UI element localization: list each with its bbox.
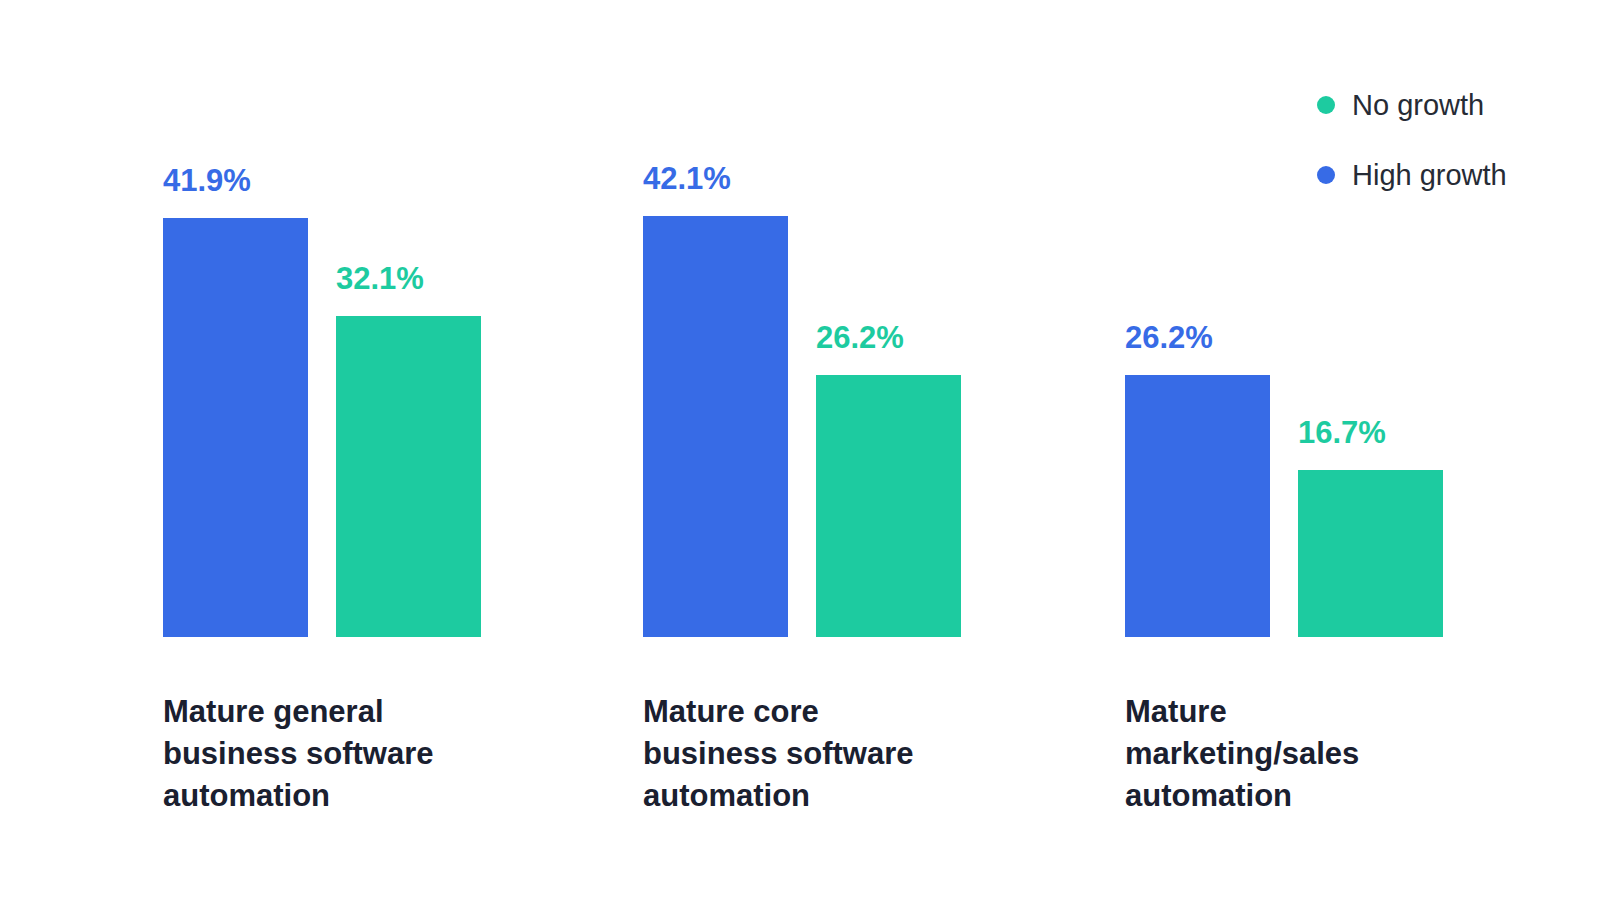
bar-group-mature-marketing-sales: 26.2% 16.7% Mature marketing/sales autom… — [1125, 0, 1465, 817]
category-line: business software — [643, 733, 983, 775]
category-line: marketing/sales — [1125, 733, 1465, 775]
bar-no-growth — [816, 375, 961, 637]
bar-no-growth — [1298, 470, 1443, 637]
category-label: Mature marketing/sales automation — [1125, 691, 1465, 817]
bar-high-growth — [1125, 375, 1270, 637]
bar-column-high-growth: 42.1% — [643, 163, 788, 637]
value-label-no-growth: 32.1% — [336, 263, 424, 294]
category-label: Mature core business software automation — [643, 691, 983, 817]
bar-pair: 26.2% 16.7% — [1125, 0, 1465, 637]
category-line: Mature core — [643, 691, 983, 733]
bar-no-growth — [336, 316, 481, 637]
value-label-high-growth: 42.1% — [643, 163, 731, 194]
category-line: Mature general — [163, 691, 503, 733]
value-label-no-growth: 16.7% — [1298, 417, 1386, 448]
bar-column-no-growth: 26.2% — [816, 322, 961, 637]
category-label: Mature general business software automat… — [163, 691, 503, 817]
bar-group-mature-general: 41.9% 32.1% Mature general business soft… — [163, 0, 503, 817]
category-line: automation — [163, 775, 503, 817]
bar-column-no-growth: 32.1% — [336, 263, 481, 637]
bar-group-mature-core: 42.1% 26.2% Mature core business softwar… — [643, 0, 983, 817]
value-label-no-growth: 26.2% — [816, 322, 904, 353]
category-line: business software — [163, 733, 503, 775]
bar-pair: 41.9% 32.1% — [163, 0, 503, 637]
bar-column-no-growth: 16.7% — [1298, 417, 1443, 637]
category-line: automation — [643, 775, 983, 817]
bar-column-high-growth: 41.9% — [163, 165, 308, 637]
value-label-high-growth: 26.2% — [1125, 322, 1213, 353]
category-line: Mature — [1125, 691, 1465, 733]
bar-pair: 42.1% 26.2% — [643, 0, 983, 637]
category-line: automation — [1125, 775, 1465, 817]
bar-high-growth — [163, 218, 308, 637]
value-label-high-growth: 41.9% — [163, 165, 251, 196]
bar-high-growth — [643, 216, 788, 637]
bar-column-high-growth: 26.2% — [1125, 322, 1270, 637]
bar-chart-canvas: No growth High growth 41.9% 32.1% Mature… — [0, 0, 1600, 914]
